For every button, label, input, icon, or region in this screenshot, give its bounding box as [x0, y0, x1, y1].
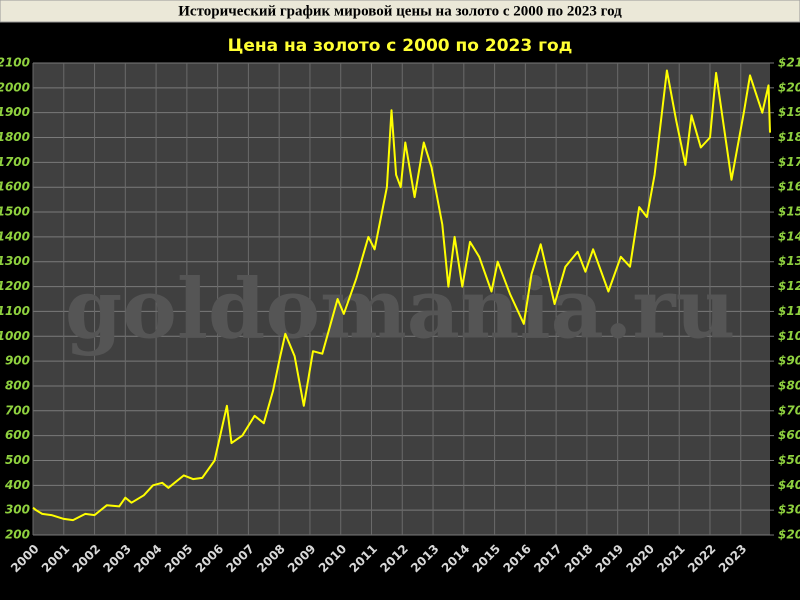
y2-tick-label: $1900 [778, 105, 800, 119]
page-header: Исторический график мировой цены на золо… [178, 3, 622, 19]
y2-tick-label: $700 [778, 403, 800, 417]
y2-tick-label: $400 [778, 478, 800, 492]
y-tick-label: 1600 [0, 180, 30, 194]
y2-tick-label: $2000 [778, 80, 800, 94]
y2-tick-label: $1700 [778, 155, 800, 169]
y-tick-label: 1400 [0, 229, 30, 243]
y2-tick-label: $500 [778, 453, 800, 467]
y2-tick-label: $900 [778, 354, 800, 368]
y-tick-label: 600 [5, 428, 30, 442]
chart-title: Цена на золото с 2000 по 2023 год [228, 36, 573, 56]
y-tick-label: 1100 [0, 304, 30, 318]
y2-tick-label: $1500 [778, 205, 800, 219]
y-tick-label: 2000 [0, 80, 30, 94]
y2-tick-label: $1300 [778, 254, 800, 268]
y2-tick-label: $1000 [778, 329, 800, 343]
y2-tick-label: $2100 [778, 56, 800, 70]
y2-tick-label: $1100 [778, 304, 800, 318]
y2-tick-label: $1800 [778, 130, 800, 144]
y2-tick-label: $1400 [778, 229, 800, 243]
y2-tick-label: $1600 [778, 180, 800, 194]
header-bar [0, 0, 800, 23]
y-tick-label: 200 [5, 528, 30, 542]
y-tick-label: 1900 [0, 105, 30, 119]
y-tick-label: 1000 [0, 329, 30, 343]
y-tick-label: 400 [4, 478, 30, 492]
y-tick-label: 2100 [0, 56, 30, 70]
y-tick-label: 500 [5, 453, 30, 467]
y-tick-label: 300 [5, 503, 30, 517]
y2-tick-label: $600 [778, 428, 800, 442]
y-tick-label: 1800 [0, 130, 30, 144]
y-tick-label: 1500 [0, 205, 30, 219]
y2-tick-label: $300 [778, 503, 800, 517]
watermark: goldomania.ru [65, 261, 735, 357]
y-tick-label: 1300 [0, 254, 30, 268]
price-line [32, 69, 771, 522]
y2-tick-label: $800 [778, 378, 800, 392]
y2-tick-label: $200 [778, 528, 800, 542]
y-tick-label: 700 [5, 403, 30, 417]
y-tick-label: 1700 [0, 155, 30, 169]
y-tick-label: 900 [5, 354, 30, 368]
y-tick-label: 800 [5, 378, 30, 392]
